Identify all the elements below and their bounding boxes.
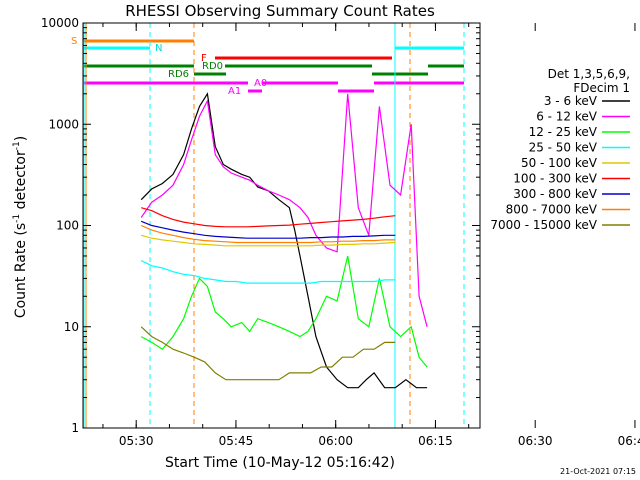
series-line-7 — [140, 224, 396, 244]
ylabel-main: Count Rate (s — [13, 223, 29, 318]
series-line-2 — [140, 255, 428, 368]
ylabel-sup-2: -1 — [12, 141, 22, 150]
legend-label: 7000 - 15000 keV — [490, 218, 597, 232]
x-tick-label: 05:30 — [119, 434, 154, 448]
x-tick-label: 06:15 — [418, 434, 453, 448]
legend-label: 12 - 25 keV — [529, 125, 598, 139]
ylabel-sup-1: -1 — [12, 214, 22, 223]
series-line-5 — [141, 207, 396, 228]
y-tick-label: 10 — [64, 320, 79, 334]
legend-label: 100 - 300 keV — [513, 172, 597, 186]
y-axis-ticks: 1 10 100 1000 10000 — [41, 16, 480, 435]
series-line-3 — [140, 260, 396, 284]
legend-label: 50 - 100 keV — [521, 156, 598, 170]
y-tick-label: 100 — [56, 219, 79, 233]
flag-rd6-label: RD6 — [168, 69, 189, 80]
legend-label: 800 - 7000 keV — [506, 203, 598, 217]
x-tick-label: 06:30 — [518, 434, 553, 448]
legend-label: 6 - 12 keV — [536, 110, 598, 124]
flag-bars: S N F RD0 RD6 A0 A1 — [71, 36, 464, 97]
flag-f-label: F — [201, 53, 207, 64]
legend-header-2: FDecim 1 — [573, 81, 630, 95]
series-line-8 — [140, 326, 396, 381]
ylabel-end: ) — [13, 136, 29, 141]
legend-label: 300 - 800 keV — [513, 187, 597, 201]
chart-title: RHESSI Observing Summary Count Rates — [125, 2, 435, 20]
footer-date: 21-Oct-2021 07:15 — [560, 467, 636, 476]
x-axis-ticks: 05:30 05:45 06:00 06:15 06:30 06:45 — [102, 23, 640, 448]
legend: Det 1,3,5,6,9, FDecim 1 3 - 6 keV 6 - 12 … — [490, 67, 630, 232]
legend-label: 3 - 6 keV — [544, 94, 598, 108]
y-tick-label: 10000 — [41, 16, 79, 30]
series-line-4 — [141, 234, 396, 247]
flag-s-label: S — [71, 36, 77, 47]
y-tick-label: 1000 — [48, 117, 79, 131]
y-axis-label: Count Rate (s-1 detector-1) — [12, 136, 29, 318]
flag-a1-label: A1 — [228, 86, 241, 97]
series-line-6 — [140, 220, 396, 239]
x-tick-label: 06:00 — [318, 434, 353, 448]
flag-rd0-label: RD0 — [202, 61, 223, 72]
y-tick-label: 1 — [71, 421, 79, 435]
legend-label: 25 - 50 keV — [529, 141, 598, 155]
ylabel-mid: detector — [13, 150, 29, 214]
x-axis-label: Start Time (10-May-12 05:16:42) — [165, 455, 395, 471]
x-tick-label: 06:45 — [618, 434, 640, 448]
series-line-0 — [140, 92, 428, 389]
x-tick-label: 05:45 — [219, 434, 254, 448]
flag-a0-label: A0 — [254, 78, 267, 89]
legend-header-1: Det 1,3,5,6,9, — [548, 67, 630, 81]
flag-n-label: N — [155, 43, 162, 54]
series-lines — [140, 92, 428, 389]
series-line-1 — [140, 93, 428, 327]
